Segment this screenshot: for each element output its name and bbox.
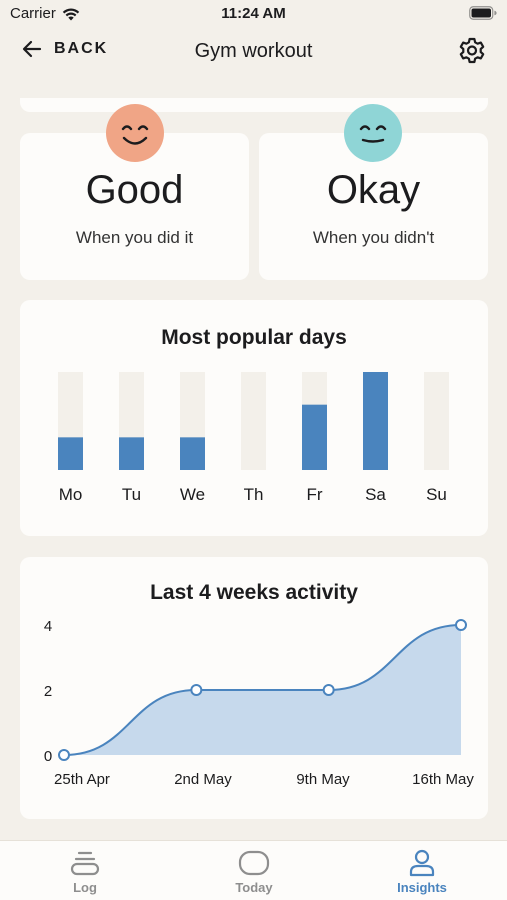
bar-we bbox=[180, 437, 205, 470]
activity-point-4 bbox=[455, 619, 467, 631]
bar-track-th bbox=[241, 372, 266, 470]
popular-days-chart: Mo Tu We Th Fr Sa Su bbox=[58, 372, 449, 504]
mood-caption-did: When you did it bbox=[75, 228, 194, 247]
status-bar: Carrier 11:24 AM bbox=[0, 0, 507, 28]
bar-fr bbox=[302, 404, 327, 470]
tab-log[interactable]: Log bbox=[40, 849, 130, 895]
log-icon bbox=[70, 851, 100, 876]
previous-card-edge bbox=[20, 98, 488, 112]
activity-point-1 bbox=[58, 749, 70, 761]
activity-line bbox=[63, 624, 462, 756]
activity-title: Last 4 weeks activity bbox=[150, 581, 358, 604]
today-icon bbox=[238, 850, 270, 876]
back-button[interactable]: BACK bbox=[22, 40, 108, 58]
day-label-mo: Mo bbox=[59, 485, 83, 504]
activity-card: Last 4 weeks activity 0 2 4 25th Apr 2nd May… bbox=[20, 557, 488, 819]
neutral-face-icon bbox=[344, 104, 402, 162]
tab-today[interactable]: Today bbox=[209, 849, 299, 895]
popular-days-card: Most popular days Mo Tu We Th Fr Sa Su bbox=[20, 300, 488, 536]
popular-days-title: Most popular days bbox=[161, 326, 347, 349]
tab-insights[interactable]: Insights bbox=[377, 849, 467, 895]
page-title: Gym workout bbox=[194, 40, 313, 62]
mood-caption-didnt: When you didn't bbox=[312, 228, 435, 247]
x-tick-2: 2nd May bbox=[174, 771, 232, 788]
tab-insights-label: Insights bbox=[397, 880, 447, 895]
activity-chart: 0 2 4 25th Apr 2nd May 9th May 16th May bbox=[44, 618, 475, 788]
bar-mo bbox=[58, 437, 83, 470]
tab-bar: Log Today Insights bbox=[0, 840, 507, 900]
gear-icon[interactable] bbox=[457, 36, 487, 66]
day-label-we: We bbox=[180, 485, 205, 504]
bar-sa bbox=[363, 372, 388, 470]
mood-word-didnt: Okay bbox=[326, 168, 421, 212]
y-tick-0: 0 bbox=[44, 748, 52, 765]
x-tick-3: 9th May bbox=[296, 771, 350, 788]
x-tick-4: 16th May bbox=[412, 771, 474, 788]
back-label: BACK bbox=[54, 40, 109, 57]
day-label-sa: Sa bbox=[365, 485, 386, 504]
day-label-tu: Tu bbox=[122, 485, 141, 504]
y-tick-2: 2 bbox=[44, 683, 52, 700]
status-left: Carrier bbox=[10, 5, 80, 22]
carrier-label: Carrier bbox=[10, 5, 56, 22]
nav-bar: BACK Gym workout bbox=[0, 28, 507, 112]
day-label-su: Su bbox=[426, 485, 447, 504]
bar-tu bbox=[119, 437, 144, 470]
mood-word-did: Good bbox=[85, 168, 184, 212]
y-tick-4: 4 bbox=[44, 618, 52, 635]
battery-icon bbox=[469, 6, 497, 20]
x-tick-1: 25th Apr bbox=[54, 771, 110, 788]
tab-today-label: Today bbox=[235, 880, 273, 895]
insights-icon bbox=[409, 849, 435, 877]
activity-point-3 bbox=[322, 684, 335, 696]
day-label-th: Th bbox=[244, 485, 264, 504]
smiling-face-icon bbox=[106, 104, 164, 162]
wifi-icon bbox=[62, 8, 80, 20]
status-time: 11:24 AM bbox=[221, 5, 286, 22]
arrow-left-icon bbox=[22, 40, 42, 58]
tab-log-label: Log bbox=[73, 880, 97, 895]
day-label-fr: Fr bbox=[306, 485, 322, 504]
bar-track-su bbox=[424, 372, 449, 470]
activity-point-2 bbox=[190, 684, 203, 696]
